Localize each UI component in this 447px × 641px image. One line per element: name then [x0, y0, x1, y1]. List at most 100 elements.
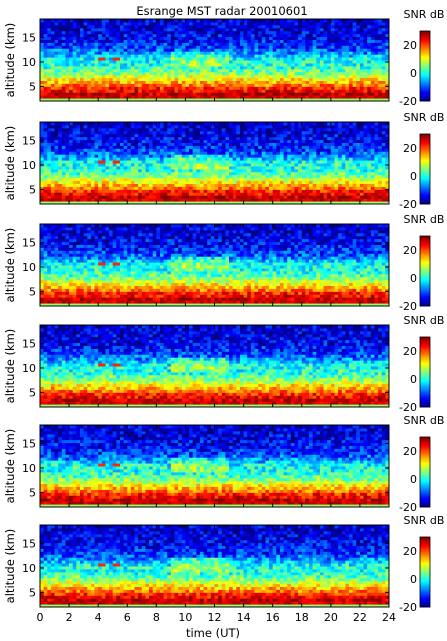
heatmap-cell	[207, 165, 212, 170]
heatmap-cell	[261, 145, 266, 149]
heatmap-cell	[236, 98, 241, 101]
heatmap-cell	[192, 48, 197, 52]
heatmap-cell	[316, 27, 321, 32]
heatmap-cell	[214, 45, 219, 49]
heatmap-cell	[163, 19, 168, 23]
heatmap-cell	[283, 201, 288, 204]
heatmap-cell	[189, 86, 194, 90]
heatmap-cell	[301, 30, 306, 35]
heatmap-cell	[119, 33, 125, 38]
heatmap-cell	[189, 122, 194, 126]
heatmap-cell	[330, 42, 335, 46]
heatmap-cell	[287, 86, 292, 90]
colorbar-segment	[420, 33, 430, 35]
heatmap-cell	[130, 142, 136, 146]
heatmap-cell	[178, 57, 183, 61]
heatmap-cell	[61, 74, 66, 79]
heatmap-cell	[94, 48, 99, 52]
colorbar-tick-label: 20	[403, 39, 417, 52]
heatmap-cell	[261, 60, 266, 64]
heatmap-cell	[261, 122, 266, 126]
heatmap-cell	[312, 42, 317, 46]
heatmap-cell	[283, 33, 288, 38]
heatmap-cell	[159, 95, 165, 99]
heatmap-cell	[90, 86, 96, 90]
heatmap-cell	[189, 124, 194, 129]
heatmap-cell	[185, 165, 190, 170]
heatmap-cell	[79, 24, 85, 29]
heatmap-cell	[134, 24, 139, 29]
heatmap-cell	[349, 86, 354, 90]
heatmap-cell	[221, 180, 226, 184]
heatmap-cell	[47, 195, 52, 199]
heatmap-cell	[87, 189, 92, 193]
heatmap-cell	[196, 68, 201, 73]
heatmap-cell	[283, 183, 288, 187]
heatmap-cell	[218, 168, 223, 173]
heatmap-cell	[261, 130, 266, 135]
heatmap-cell	[138, 19, 143, 23]
heatmap-cell	[167, 183, 172, 187]
heatmap-cell	[276, 60, 281, 64]
heatmap-cell	[94, 151, 99, 155]
heatmap-cell	[199, 51, 205, 55]
heatmap-cell	[119, 89, 125, 93]
heatmap-cell	[116, 42, 121, 46]
heatmap-cell	[185, 136, 190, 141]
heatmap-cell	[225, 195, 230, 199]
heatmap-cell	[138, 89, 143, 93]
heatmap-cell	[385, 21, 389, 26]
heatmap-cell	[105, 80, 110, 84]
heatmap-cell	[290, 195, 295, 199]
heatmap-cell	[218, 30, 223, 35]
heatmap-cell	[316, 148, 321, 152]
heatmap-cell	[69, 171, 74, 176]
heatmap-cell	[374, 65, 379, 70]
heatmap-cell	[229, 127, 234, 132]
heatmap-cell	[229, 33, 234, 38]
heatmap-cell	[381, 24, 386, 29]
heatmap-cell	[54, 83, 59, 87]
heatmap-cell	[167, 95, 172, 99]
heatmap-cell	[225, 77, 230, 81]
heatmap-cell	[98, 186, 103, 190]
heatmap-cell	[279, 154, 285, 158]
heatmap-cell	[54, 33, 59, 38]
heatmap-cell	[178, 124, 183, 129]
heatmap-cell	[109, 98, 114, 101]
heatmap-cell	[309, 180, 314, 184]
heatmap-cell	[189, 133, 194, 138]
heatmap-cell	[356, 86, 361, 90]
heatmap-cell	[229, 39, 234, 43]
heatmap-cell	[312, 33, 317, 38]
heatmap-cell	[87, 186, 92, 190]
heatmap-cell	[61, 160, 66, 164]
heatmap-cell	[69, 195, 74, 199]
heatmap-cell	[265, 98, 270, 101]
heatmap-cell	[272, 122, 277, 126]
heatmap-cell	[134, 30, 139, 35]
heatmap-cell	[258, 160, 263, 164]
heatmap-cell	[196, 157, 201, 161]
heatmap-cell	[127, 19, 132, 23]
heatmap-cell	[156, 95, 161, 99]
heatmap-cell	[247, 83, 252, 87]
heatmap-cell	[247, 51, 252, 55]
heatmap-cell	[94, 168, 99, 173]
heatmap-cell	[276, 192, 281, 196]
heatmap-cell	[152, 92, 157, 96]
heatmap-cell	[47, 89, 52, 93]
heatmap-cell	[54, 145, 59, 149]
heatmap-cell	[181, 163, 186, 167]
heatmap-cell	[221, 160, 226, 164]
heatmap-cell	[79, 165, 85, 170]
heatmap-cell	[236, 180, 241, 184]
heatmap-cell	[239, 86, 245, 90]
heatmap-cell	[345, 30, 350, 35]
heatmap-cell	[163, 160, 168, 164]
heatmap-cell	[290, 160, 295, 164]
heatmap-cell	[112, 145, 117, 149]
heatmap-cell	[105, 27, 110, 32]
heatmap-cell	[54, 195, 59, 199]
heatmap-cell	[352, 80, 357, 84]
